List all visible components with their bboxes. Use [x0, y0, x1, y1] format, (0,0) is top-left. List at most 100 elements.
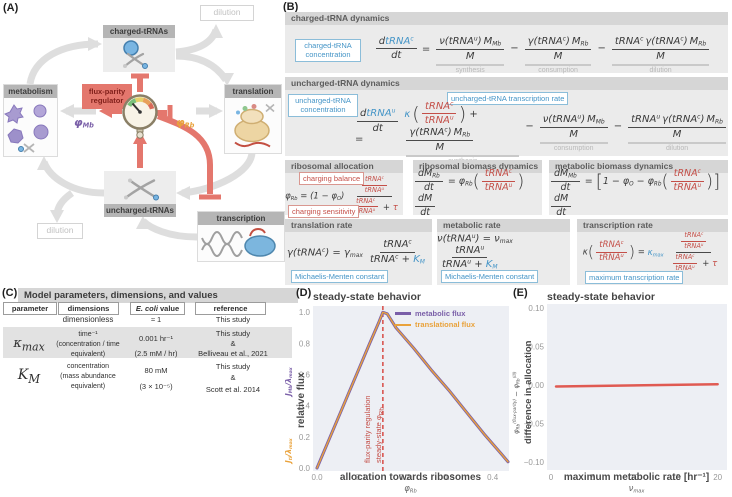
panel-e-label: (E)	[513, 287, 528, 299]
y-tick-label: 0.0	[299, 464, 311, 473]
series-translational-flux	[316, 311, 509, 469]
y-tick-label: 0.10	[528, 304, 544, 313]
transcription-polymerase-icon	[201, 227, 276, 257]
eqblock-uncharged-trna-dynamics: uncharged-tRNA dynamics uncharged-tRNA c…	[285, 77, 728, 165]
x-tick-label: 0.4	[487, 473, 499, 482]
term-math: ν(tRNAu) MMb M	[538, 113, 610, 141]
node-charged-trnas-label: charged-tRNAs	[103, 25, 175, 38]
eqblock-title: ribosomal biomass dynamics	[413, 160, 542, 173]
legend-label-translational: translational flux	[415, 320, 476, 329]
chart-e-title: steady-state behavior	[547, 291, 655, 303]
annotation-uncharged-trna-transcription-rate: uncharged-tRNA transcription rate	[447, 92, 569, 106]
term-math: γ(tRNAc) MRb M	[523, 35, 594, 63]
node-transcription-label: transcription	[198, 212, 284, 225]
panel-a-label: (A)	[3, 2, 19, 14]
eqblock-translation-rate: translation rate γ(tRNAc) = γmax tRNAc tR…	[285, 219, 432, 285]
x-tick-label: 10	[630, 473, 639, 482]
eqblock-ribosomal-biomass-dynamics: ribosomal biomass dynamics dMRb dt = φRb(…	[413, 160, 542, 218]
node-translation-label: translation	[225, 85, 281, 98]
reference-tau: This study	[215, 315, 251, 324]
chart-e-xlabel: maximum metabolic rate [hr⁻¹]	[563, 472, 710, 483]
x-tick-label: 0	[549, 473, 554, 482]
eq-term-dilution: tRNAu γ(tRNAc) MRb M dilution	[626, 113, 728, 152]
table-row-shading	[3, 327, 292, 358]
node-uncharged-trnas-label: uncharged-tRNAs	[104, 204, 176, 217]
param-kappa-max: κmax	[13, 336, 45, 354]
chart-d-legend: metabolic flux translational flux	[395, 309, 475, 329]
operator: −	[597, 43, 606, 55]
term-math: κ (tRNAc tRNAu) + γ(tRNAc) MRb M	[404, 100, 478, 153]
node-transcription: transcription	[197, 211, 285, 262]
chart-e-ylabel-symbolic: φRb(flux-parity) − φRb(III)	[512, 371, 521, 434]
chart-d-ylabel-metabolic: JMb/λmax	[284, 367, 295, 396]
y-tick-label: −0.05	[524, 420, 545, 429]
flux-parity-regulator-badge: flux-parity regulator	[82, 84, 132, 109]
phi-rb-symbol: φRb	[176, 116, 195, 130]
eqblock-title: translation rate	[285, 219, 432, 232]
dilution-label-top: dilution	[200, 5, 254, 21]
term-math: tRNAu γ(tRNAc) MRb M	[626, 113, 728, 141]
node-metabolism-label: metabolism	[4, 85, 57, 98]
panel-d-label: (D)	[296, 287, 312, 299]
x-tick-label: 0.3	[443, 473, 455, 482]
eq-lhs: dtRNAu dt =	[355, 108, 400, 145]
plot-background	[313, 306, 509, 471]
param-km: KM	[17, 367, 41, 386]
node-charged-trnas: charged-tRNAs	[103, 25, 175, 72]
annotation-charging-sensitivity: charging sensitivity	[288, 205, 360, 219]
eqblock-charged-trna-dynamics: charged-tRNA dynamics charged-tRNA conce…	[285, 12, 728, 74]
vline-label-flux-parity: flux-parity regulation	[363, 395, 372, 463]
annotation-charging-balance: charging balance	[299, 172, 365, 186]
annotation-michaelis-menten-constant: Michaelis-Menten constant	[441, 270, 539, 284]
eq-lhs: dtRNAc dt =	[374, 36, 430, 62]
legend-item-metabolic-flux: metabolic flux	[395, 309, 475, 318]
phi-mb-symbol: φMb	[74, 116, 94, 130]
dims-km: concentration (mass abundance equivalent…	[60, 363, 116, 390]
uncharged-trna-icon	[124, 178, 159, 201]
eq-math: γ(tRNAc) = γmax tRNAc tRNAc + KM	[287, 238, 425, 266]
eqblock-metabolic-rate: metabolic rate ν(tRNAu) = νmax tRNAu tRNA…	[437, 219, 570, 285]
panel-b-label: (B)	[283, 1, 299, 13]
node-metabolism: metabolism	[3, 84, 58, 157]
eqblock-title: transcription rate	[577, 219, 728, 232]
metabolism-icon	[4, 104, 49, 153]
eqblock-title: metabolic biomass dynamics	[549, 160, 728, 173]
chart-d-xlabel-symbol: φRb	[404, 484, 417, 495]
chart-d-ylabel: relative flux	[296, 372, 307, 428]
vline-label-steady-state: steady-state φRb	[374, 407, 386, 463]
term-math: tRNAc γ(tRNAc) MRb M	[610, 35, 711, 63]
reference-kappa-max: This study & Belliveau et al., 2021	[198, 329, 268, 359]
term-label: dilution	[628, 142, 726, 152]
y-tick-label: 0.05	[528, 342, 544, 351]
chart-d-title: steady-state behavior	[313, 291, 421, 303]
annotation-maximum-transcription-rate: maximum transcription rate	[585, 271, 684, 285]
eq-term-consumption: γ(tRNAc) MRb M consumption	[523, 35, 594, 74]
eqblock-title: uncharged-tRNA dynamics	[285, 77, 728, 90]
translation-ribosome-icon	[234, 103, 275, 148]
dims-tau: dimensionless	[62, 315, 114, 324]
legend-swatch-metabolic	[395, 312, 411, 315]
node-uncharged-trnas: uncharged-tRNAs	[104, 171, 176, 217]
term-label: synthesis	[436, 64, 505, 74]
eqblock-ribosomal-allocation: ribosomal allocation charging balance ch…	[285, 160, 403, 219]
chart-e-xlabel-symbol: νmax	[628, 484, 645, 495]
annotation-uncharged-trna-concentration: uncharged-tRNA concentration	[288, 94, 358, 117]
chart-d-plot: 0.0 0.1 0.2 0.3 0.4 0.0 0.2 0.4 0.6 0.8 1.0	[299, 306, 510, 482]
charged-trna-icon	[123, 40, 148, 69]
eq-math: dMMb dt = [1 − φO − φRb(tRNAc tRNAu)] dM dt	[549, 168, 728, 219]
y-tick-label: 0.4	[299, 402, 311, 411]
value-kappa-max: 0.001 hr⁻¹ (2.5 mM / hr)	[134, 334, 178, 358]
col-header-ecoli-value: E. coli value	[130, 302, 185, 315]
x-tick-label: 0.2	[399, 473, 411, 482]
reference-km: This study & Scott et al. 2014	[205, 362, 261, 394]
x-tick-label: 15	[672, 473, 681, 482]
col-header-dimensions: dimensions	[58, 302, 119, 315]
chart-d-xlabel: allocation towards ribosomes	[339, 472, 482, 483]
eqblock-title: charged-tRNA dynamics	[285, 12, 728, 25]
x-tick-label: 0.0	[311, 473, 323, 482]
col-header-reference: reference	[195, 302, 266, 315]
eq-term-dilution: tRNAc γ(tRNAc) MRb M dilution	[610, 35, 711, 74]
value-tau: ≈ 1	[150, 315, 162, 324]
eqblock-transcription-rate: transcription rate κ(tRNAc tRNAu) = κmax …	[577, 219, 728, 285]
dilution-label-bottom: dilution	[37, 223, 83, 239]
